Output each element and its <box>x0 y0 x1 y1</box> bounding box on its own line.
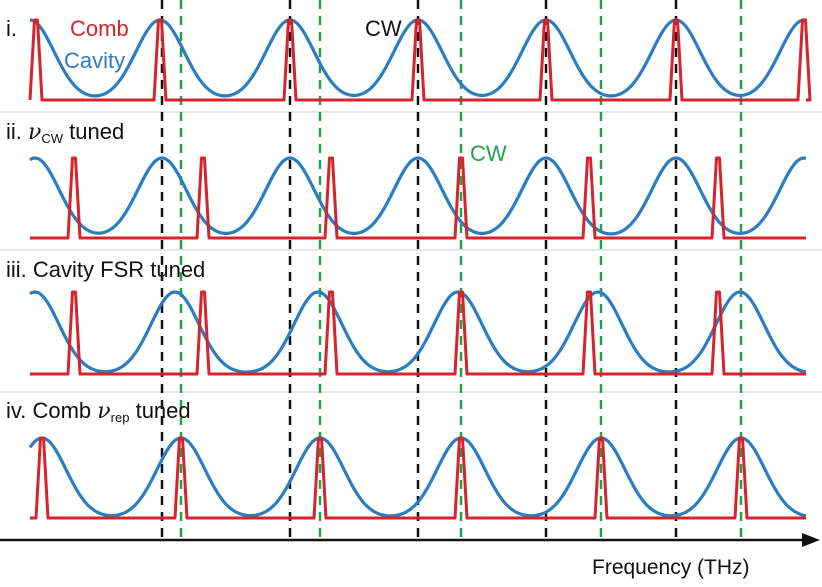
cavity-spectrum-4 <box>28 436 807 518</box>
panel-i-label: i. <box>6 16 17 41</box>
panel-ii-label: ii. νCW tuned <box>6 119 125 146</box>
cavity-spectrum-2 <box>29 156 807 236</box>
reference-lines <box>160 0 743 540</box>
comb-spectrum-3 <box>30 290 806 376</box>
panel-iv-label: iv. Comb νrep tuned <box>6 398 191 425</box>
legend-cavity: Cavity <box>64 48 126 73</box>
cavity-spectrum-3 <box>29 290 807 374</box>
x-axis-label: Frequency (THz) <box>592 556 750 579</box>
comb-spectrum-4 <box>30 436 806 520</box>
comb-spectrum-1 <box>28 18 812 102</box>
comb-spectrum-2 <box>30 156 806 240</box>
x-axis-arrowhead <box>802 533 820 547</box>
frequency-axis <box>0 533 820 547</box>
cw-label-green: CW <box>470 141 507 166</box>
panel-dividers <box>0 111 822 393</box>
panel-iii-label: iii. Cavity FSR tuned <box>6 257 206 282</box>
legend-comb: Comb <box>70 16 129 41</box>
cw-label-black: CW <box>365 16 402 41</box>
spectra <box>28 18 812 520</box>
